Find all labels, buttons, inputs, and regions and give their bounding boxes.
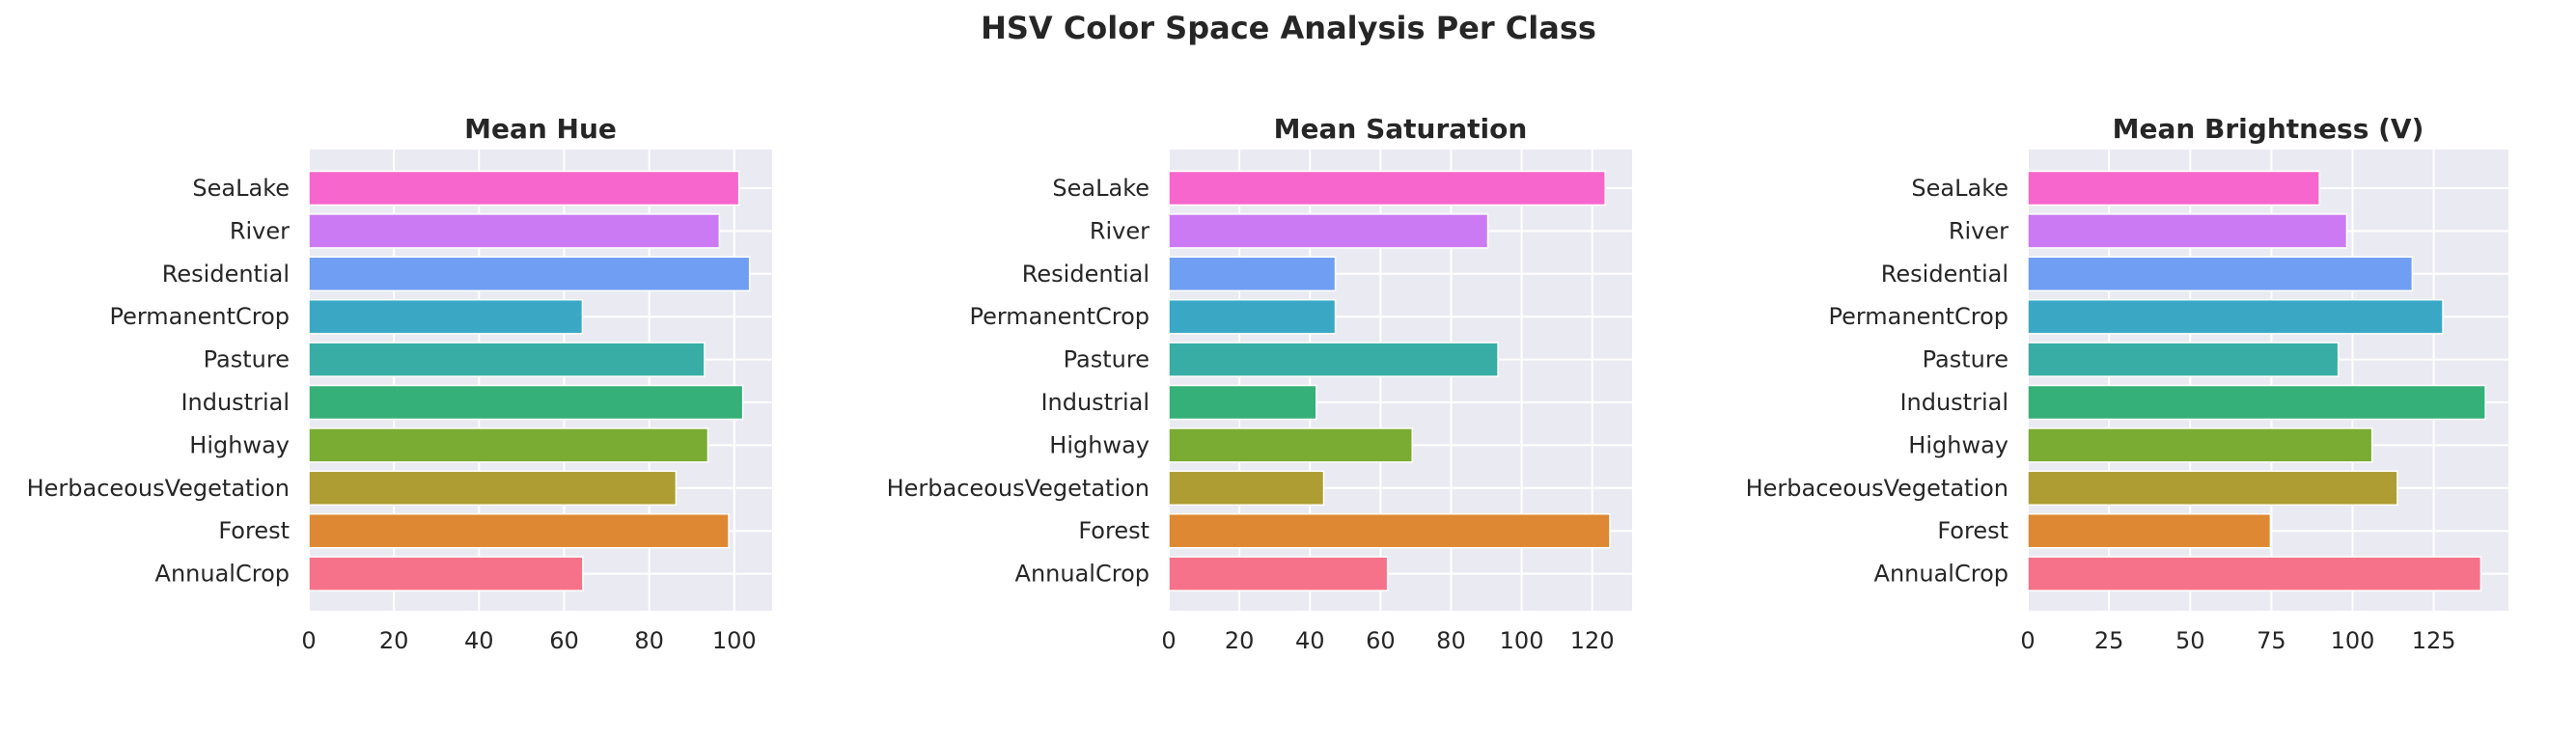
bar-pasture bbox=[1168, 342, 1499, 377]
subplot-title: Mean Hue bbox=[464, 113, 617, 145]
y-tick-label: Industrial bbox=[1040, 389, 1150, 416]
bar-forest bbox=[1168, 512, 1611, 549]
bar-residential bbox=[1168, 256, 1337, 292]
y-tick-label: AnnualCrop bbox=[1015, 561, 1150, 588]
bar-sealake bbox=[308, 170, 740, 206]
y-tick-label: Forest bbox=[1078, 517, 1150, 544]
bar-highway bbox=[1168, 427, 1413, 463]
y-tick-label: River bbox=[230, 217, 290, 244]
y-tick-label: Industrial bbox=[1899, 389, 2008, 416]
y-tick-label: Forest bbox=[218, 517, 290, 544]
bar-sealake bbox=[1168, 170, 1606, 206]
x-tick-label: 20 bbox=[1225, 627, 1255, 654]
subplot-1: 0 20 40 60 80 100 SeaLake River Residential Perma… bbox=[27, 113, 772, 654]
bar-forest bbox=[2027, 512, 2272, 549]
y-tick-label: PermanentCrop bbox=[1828, 303, 2008, 330]
x-tick-label: 20 bbox=[379, 627, 409, 654]
bar-residential bbox=[308, 256, 751, 292]
y-tick-label: Industrial bbox=[180, 389, 290, 416]
bar-industrial bbox=[1168, 384, 1317, 421]
bar-sealake bbox=[2027, 170, 2320, 206]
y-tick-label: HerbaceousVegetation bbox=[887, 475, 1150, 502]
bar-annualcrop bbox=[2027, 556, 2482, 591]
y-tick-label: AnnualCrop bbox=[1874, 561, 2008, 588]
x-tick-label: 80 bbox=[634, 627, 664, 654]
y-tick-label: SeaLake bbox=[192, 175, 290, 202]
y-tick-label: River bbox=[1090, 217, 1150, 244]
bar-river bbox=[308, 213, 721, 249]
y-tick-label: PermanentCrop bbox=[969, 303, 1150, 330]
x-tick-label: 0 bbox=[2020, 627, 2035, 654]
y-tick-label: SeaLake bbox=[1911, 175, 2008, 202]
y-tick-label: SeaLake bbox=[1052, 175, 1150, 202]
bar-herbaceousvegetation bbox=[1168, 470, 1325, 507]
bar-industrial bbox=[308, 384, 744, 421]
y-tick-label: AnnualCrop bbox=[155, 561, 290, 588]
x-tick-label: 0 bbox=[301, 627, 316, 654]
bar-residential bbox=[2027, 256, 2414, 292]
y-tick-label: River bbox=[1949, 217, 2008, 244]
y-tick-label: Residential bbox=[1881, 261, 2008, 288]
subplot-title: Mean Saturation bbox=[1274, 113, 1528, 145]
x-tick-label: 75 bbox=[2257, 627, 2286, 654]
y-tick-label: Highway bbox=[189, 431, 290, 458]
x-tick-label: 120 bbox=[1570, 627, 1615, 654]
x-tick-label: 60 bbox=[549, 627, 579, 654]
x-tick-label: 40 bbox=[1295, 627, 1325, 654]
bar-annualcrop bbox=[308, 556, 584, 591]
bar-river bbox=[1168, 213, 1489, 249]
bar-permanentcrop bbox=[2027, 298, 2444, 335]
x-tick-label: 60 bbox=[1366, 627, 1396, 654]
y-tick-label: Highway bbox=[1908, 431, 2008, 458]
x-tick-label: 25 bbox=[2094, 627, 2124, 654]
y-tick-label: Forest bbox=[1937, 517, 2008, 544]
y-tick-label: Pasture bbox=[204, 346, 290, 373]
bar-forest bbox=[308, 512, 730, 549]
bar-highway bbox=[308, 427, 709, 463]
y-tick-label: PermanentCrop bbox=[109, 303, 290, 330]
x-tick-label: 40 bbox=[464, 627, 494, 654]
bar-river bbox=[2027, 213, 2348, 249]
x-tick-label: 100 bbox=[712, 627, 757, 654]
x-tick-label: 100 bbox=[2331, 627, 2375, 654]
x-tick-label: 80 bbox=[1436, 627, 1466, 654]
bar-herbaceousvegetation bbox=[2027, 470, 2398, 507]
y-tick-label: Residential bbox=[1022, 261, 1150, 288]
x-tick-label: 100 bbox=[1500, 627, 1544, 654]
y-tick-label: Pasture bbox=[1064, 346, 1150, 373]
x-tick-label: 125 bbox=[2412, 627, 2456, 654]
bar-herbaceousvegetation bbox=[308, 470, 678, 507]
bar-annualcrop bbox=[1168, 556, 1389, 591]
y-tick-label: Residential bbox=[162, 261, 290, 288]
bar-pasture bbox=[2027, 342, 2340, 377]
bar-highway bbox=[2027, 427, 2373, 463]
bar-industrial bbox=[2027, 384, 2486, 421]
y-tick-label: Pasture bbox=[1923, 346, 2008, 373]
x-tick-label: 0 bbox=[1161, 627, 1176, 654]
subplot-2: 0 20 40 60 80 100 120 SeaLake River Residential Pe… bbox=[887, 113, 1632, 654]
y-tick-label: Highway bbox=[1049, 431, 1150, 458]
subplot-title: Mean Brightness (V) bbox=[2113, 113, 2424, 145]
figure-title: HSV Color Space Analysis Per Class bbox=[981, 10, 1596, 46]
subplot-3: 0 25 50 75 100 125 SeaLake River Residential Perm… bbox=[1746, 113, 2508, 654]
y-tick-label: HerbaceousVegetation bbox=[1746, 475, 2008, 502]
bar-permanentcrop bbox=[308, 298, 584, 335]
bar-pasture bbox=[308, 342, 706, 377]
bar-permanentcrop bbox=[1168, 298, 1337, 335]
x-tick-label: 50 bbox=[2175, 627, 2205, 654]
y-tick-label: HerbaceousVegetation bbox=[27, 475, 290, 502]
